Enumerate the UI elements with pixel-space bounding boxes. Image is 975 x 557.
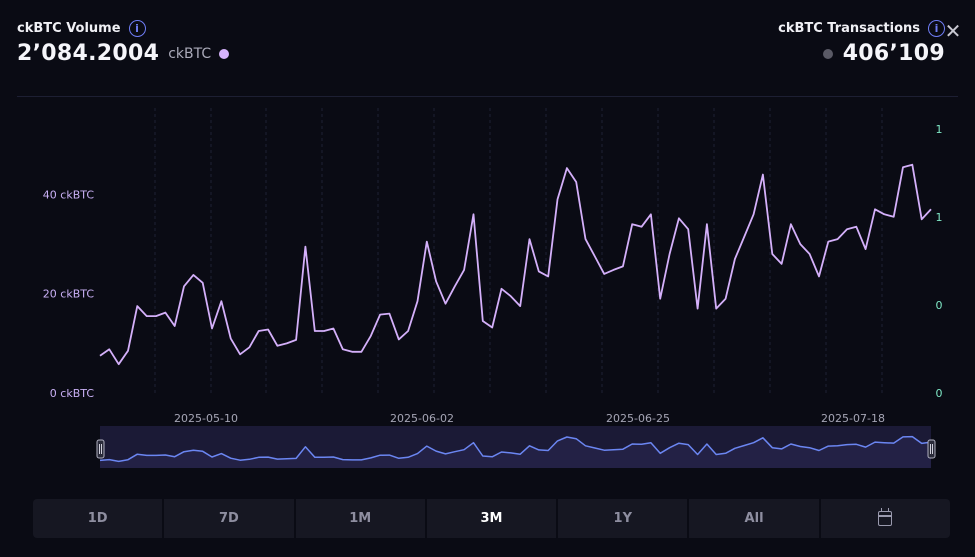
transactions-title-row: ckBTC Transactions i (778, 20, 945, 37)
calendar-button[interactable] (821, 499, 950, 538)
volume-unit: ckBTC (168, 45, 212, 62)
volume-value-row: 2’084.2004 ckBTC (17, 41, 230, 66)
navigator-area (100, 436, 931, 468)
calendar-icon (878, 508, 893, 526)
range-button-1d[interactable]: 1D (33, 499, 165, 538)
volume-title: ckBTC Volume (17, 21, 121, 36)
transactions-summary: ckBTC Transactions i 406’109 (778, 20, 945, 66)
range-button-7d[interactable]: 7D (164, 499, 296, 538)
range-button-1y[interactable]: 1Y (558, 499, 690, 538)
x-tick-label: 2025-06-25 (606, 412, 670, 425)
transactions-title: ckBTC Transactions (778, 21, 920, 36)
close-icon[interactable]: ✕ (944, 19, 962, 43)
y-right-tick-label: 0 (936, 299, 943, 312)
volume-value: 2’084.2004 (17, 41, 160, 66)
header-divider (17, 96, 958, 97)
transactions-info-icon[interactable]: i (928, 20, 945, 37)
range-button-all[interactable]: All (689, 499, 821, 538)
volume-legend-dot (219, 48, 230, 59)
time-range-selector: 1D 7D 1M 3M 1Y All (33, 499, 950, 538)
y-right-tick-label: 1 (936, 123, 943, 136)
x-tick-label: 2025-06-02 (390, 412, 454, 425)
navigator-left-handle[interactable] (96, 439, 105, 459)
range-button-3m[interactable]: 3M (427, 499, 559, 538)
volume-summary: ckBTC Volume i 2’084.2004 ckBTC (17, 20, 230, 66)
transactions-value-row: 406’109 (778, 41, 945, 66)
y-right-tick-label: 1 (936, 211, 943, 224)
range-button-1m[interactable]: 1M (296, 499, 427, 538)
y-left-tick-label: 0 ckBTC (50, 387, 95, 400)
x-tick-label: 2025-07-18 (821, 412, 885, 425)
volume-chart: 0 ckBTC 20 ckBTC 40 ckBTC 0 0 1 1 2025-05-10 202… (43, 108, 943, 468)
x-tick-label: 2025-05-10 (174, 412, 238, 425)
volume-series-line (99, 163, 932, 366)
transactions-legend-dot (822, 48, 833, 59)
transactions-value: 406’109 (842, 41, 945, 66)
y-right-tick-label: 0 (936, 387, 943, 400)
volume-info-icon[interactable]: i (128, 20, 146, 37)
navigator-right-handle[interactable] (927, 439, 936, 459)
navigator-line (99, 435, 932, 463)
volume-title-row: ckBTC Volume i (17, 20, 229, 37)
y-left-tick-label: 40 ckBTC (43, 188, 95, 201)
y-left-tick-label: 20 ckBTC (43, 288, 95, 301)
